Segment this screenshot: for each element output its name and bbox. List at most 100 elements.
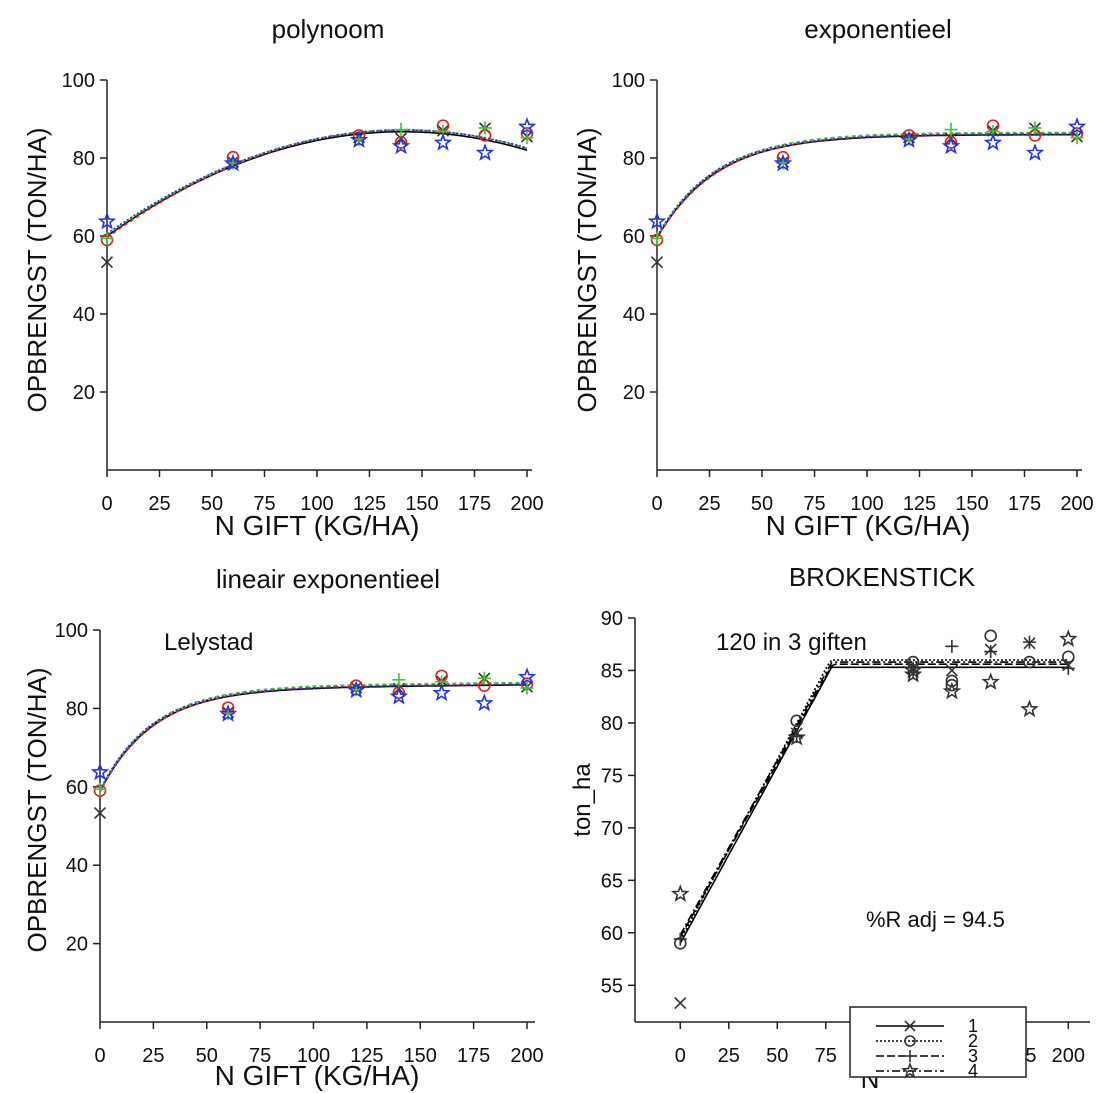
marker-star xyxy=(90,762,110,781)
fit-curve xyxy=(99,684,528,792)
x-tick-label: 150 xyxy=(955,493,988,515)
panel-lineair-exponentieel: lineair exponentieel Lelystad OPBRENGST … xyxy=(22,564,544,1091)
fit-curve xyxy=(99,682,528,793)
marker-plus xyxy=(673,932,687,946)
fit-curve xyxy=(106,129,528,239)
fit-curve xyxy=(679,666,1069,944)
x-tick-label: 125 xyxy=(903,493,936,515)
marker-plus xyxy=(1061,661,1075,675)
x-tick-label: 75 xyxy=(249,1045,271,1067)
fit-curve xyxy=(656,133,1077,237)
marker-x xyxy=(650,256,664,269)
fit-curve xyxy=(99,681,527,791)
y-tick-label: 80 xyxy=(66,698,88,720)
marker-x xyxy=(945,664,958,677)
x-tick-label: 150 xyxy=(405,493,438,515)
y-axis-label: OPBRENGST (TON/HA) xyxy=(22,127,52,412)
x-tick-label: 75 xyxy=(253,493,275,515)
plot-area: 20 40 60 80 100 0 25 50 75 100 125 150 175 200 xyxy=(55,620,544,1067)
x-tick-label: 0 xyxy=(101,493,112,515)
fit-curve xyxy=(679,661,1069,936)
y-axis-label: OPBRENGST (TON/HA) xyxy=(572,127,602,412)
x-tick-label: 0 xyxy=(651,493,662,515)
marker-plus xyxy=(100,231,114,245)
x-tick-label: 75 xyxy=(803,493,825,515)
x-tick-label: 0 xyxy=(94,1045,105,1067)
y-tick-label: 60 xyxy=(73,226,95,248)
marker-circle xyxy=(984,629,997,643)
marker-star xyxy=(899,130,919,148)
y-tick-label: 40 xyxy=(623,304,645,326)
y-tick-label: 65 xyxy=(601,870,623,892)
marker-star xyxy=(389,686,409,705)
marker-star xyxy=(517,667,537,685)
y-tick-label: 80 xyxy=(73,148,95,170)
r-adj-stat: %R adj = 94.5 xyxy=(866,907,1005,932)
marker-circle xyxy=(945,674,959,688)
legend-label-2: 2 xyxy=(968,1031,978,1051)
x-axis-label: N GIFT (KG/HA) xyxy=(766,510,971,541)
fit-curve xyxy=(99,683,528,791)
marker-star xyxy=(1020,699,1039,718)
panel-title: exponentieel xyxy=(804,14,951,44)
marker-plus xyxy=(1070,131,1084,145)
x-tick-label: 200 xyxy=(1060,493,1093,515)
x-tick-label: 150 xyxy=(404,1045,437,1067)
marker-star xyxy=(981,672,1000,690)
marker-star xyxy=(903,664,923,683)
x-tick-label: 125 xyxy=(350,1045,383,1067)
annotation-giften: 120 in 3 giften xyxy=(716,629,867,656)
marker-star xyxy=(983,133,1003,151)
marker-plus xyxy=(93,782,107,796)
y-tick-label: 70 xyxy=(601,818,623,840)
marker-star xyxy=(901,1061,919,1079)
y-axis-label: ton_ha xyxy=(569,763,596,837)
marker-star xyxy=(1059,629,1078,647)
marker-star xyxy=(475,693,494,712)
y-tick-label: 75 xyxy=(601,765,623,787)
marker-star xyxy=(346,680,366,699)
x-tick-label: 25 xyxy=(718,1045,740,1067)
fit-curve xyxy=(679,663,1069,938)
plot-area: 20 40 60 80 100 0 25 50 75 100 125 150 175 200 xyxy=(62,70,544,515)
x-tick-label: 50 xyxy=(201,493,223,515)
x-tick-label: 100 xyxy=(850,493,883,515)
marker-star xyxy=(903,660,923,679)
y-tick-label: 80 xyxy=(601,713,623,735)
legend-box xyxy=(849,1006,1027,1078)
x-tick-label: 175 xyxy=(458,493,491,515)
x-tick-label: 25 xyxy=(148,493,170,515)
y-tick-label: 90 xyxy=(601,608,623,630)
marker-star xyxy=(787,727,806,746)
marker-plus xyxy=(650,231,664,245)
fit-curve xyxy=(106,129,528,235)
x-axis-label: N GIFT (KG/HA) xyxy=(215,510,420,541)
marker-plus xyxy=(945,639,959,653)
marker-circle xyxy=(1023,655,1036,669)
annotation-lelystad: Lelystad xyxy=(164,629,253,656)
marker-x xyxy=(904,1020,916,1032)
x-tick-label: 125 xyxy=(353,493,386,515)
y-tick-label: 100 xyxy=(55,620,88,642)
y-tick-label: 60 xyxy=(66,777,88,799)
x-tick-label: 50 xyxy=(196,1045,218,1067)
x-tick-label: 25 xyxy=(698,493,720,515)
marker-plus xyxy=(477,671,491,685)
x-tick-label: 100 xyxy=(297,1045,330,1067)
fit-curve xyxy=(656,133,1077,239)
plot-area: 20 40 60 80 100 0 25 50 75 100 125 150 175 200 xyxy=(612,70,1094,515)
panel-brokenstick: BROKENSTICK 120 in 3 giften %R adj = 94.… xyxy=(569,562,1090,1093)
legend: 1 2 3 4 xyxy=(849,1006,1027,1081)
panel-title: lineair exponentieel xyxy=(216,564,440,594)
x-tick-label: 200 xyxy=(510,1045,543,1067)
marker-plus xyxy=(1028,121,1042,135)
marker-star xyxy=(475,143,495,161)
marker-plus xyxy=(944,123,958,137)
x-tick-label: 25 xyxy=(142,1045,164,1067)
fit-curve xyxy=(106,130,528,237)
y-tick-label: 80 xyxy=(623,148,645,170)
legend-label-1: 1 xyxy=(968,1016,978,1036)
y-tick-label: 60 xyxy=(623,226,645,248)
panel-title: BROKENSTICK xyxy=(789,562,976,592)
y-tick-label: 60 xyxy=(601,923,623,945)
